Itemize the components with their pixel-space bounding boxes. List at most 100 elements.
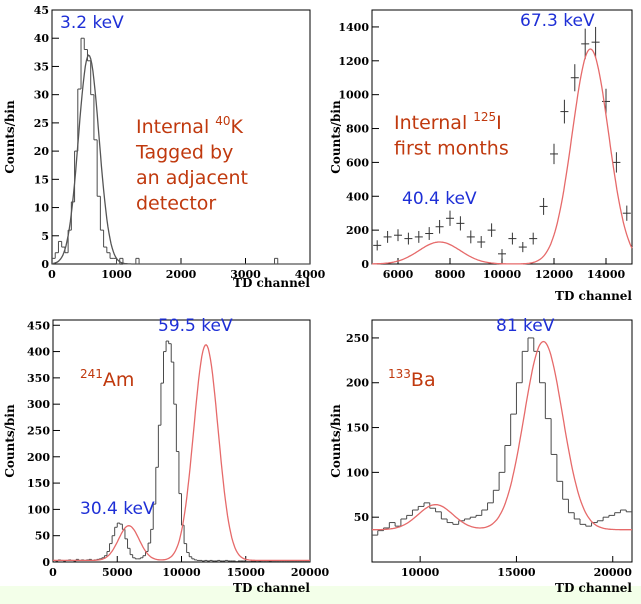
y-tick-label: 20 (34, 145, 50, 158)
isotope-annotation: 241Am (80, 367, 134, 391)
annotation-text: Internal (394, 112, 473, 134)
annotation-superscript: 40 (215, 114, 230, 128)
x-tick-label: 15000 (497, 566, 536, 579)
x-tick-label: 10000 (162, 566, 201, 579)
x-axis-label: TD channel (555, 289, 632, 303)
x-tick-label: 14000 (587, 268, 626, 281)
y-tick-label: 150 (346, 422, 369, 435)
y-tick-label: 400 (27, 346, 50, 359)
y-tick-label: 350 (27, 372, 50, 385)
annotation-text: I (496, 112, 502, 134)
x-tick-label: 0 (49, 566, 57, 579)
x-tick-label: 15000 (227, 566, 266, 579)
y-tick-label: 10 (34, 202, 50, 215)
fit-curve (51, 54, 310, 265)
x-tick-label: 0 (48, 268, 56, 281)
y-tick-label: 100 (346, 466, 369, 479)
fit-curve (53, 344, 310, 562)
y-tick-label: 250 (346, 332, 369, 345)
y-tick-label: 1200 (338, 55, 369, 68)
y-tick-label: 0 (42, 556, 50, 569)
isotope-annotation: first months (394, 138, 509, 160)
x-axis-label: TD channel (233, 581, 310, 595)
annotation-text: Ba (411, 369, 436, 391)
peak-energy-label: 3.2 keV (60, 13, 124, 33)
peak-energy-label: 67.3 keV (520, 11, 595, 31)
x-tick-label: 6000 (383, 268, 414, 281)
annotation-text: an adjacent (136, 167, 248, 189)
annotation-superscript: 241 (80, 367, 103, 381)
y-axis-label: Counts/bin (329, 100, 343, 174)
isotope-annotation: an adjacent (136, 167, 248, 189)
y-tick-label: 200 (346, 377, 369, 390)
annotation-text: K (231, 116, 244, 138)
bottom-band (0, 586, 641, 604)
peak-energy-label: 30.4 keV (80, 499, 155, 519)
annotation-text: detector (136, 193, 216, 215)
peak-energy-label: 59.5 keV (158, 316, 233, 336)
fit-curve (372, 340, 632, 531)
y-tick-label: 30 (34, 89, 50, 102)
y-tick-label: 50 (354, 511, 370, 524)
y-tick-label: 200 (346, 224, 369, 237)
plot-frame (371, 319, 633, 563)
y-tick-label: 1000 (338, 89, 369, 102)
y-axis-label: Counts/bin (3, 100, 17, 174)
y-tick-label: 40 (34, 32, 50, 45)
y-tick-label: 50 (35, 530, 51, 543)
annotation-text: Internal (136, 116, 215, 138)
y-tick-label: 25 (34, 117, 49, 130)
x-tick-label: 8000 (435, 268, 466, 281)
x-tick-label: 20000 (594, 566, 633, 579)
y-tick-label: 5 (41, 230, 49, 243)
y-tick-label: 200 (27, 451, 50, 464)
isotope-annotation: Tagged by (135, 142, 233, 164)
plot-frame (51, 9, 311, 265)
panel-3: 0 5000 10000 15000 20000 0 50 100 150 200 250 300 35… (3, 316, 329, 595)
annotation-text: first months (394, 138, 509, 160)
peak-energy-label: 40.4 keV (402, 189, 477, 209)
y-tick-label: 0 (361, 258, 369, 271)
y-tick-label: 15 (34, 173, 49, 186)
annotation-superscript: 133 (388, 367, 411, 381)
y-tick-label: 450 (27, 319, 50, 332)
y-axis-label: Counts/bin (329, 404, 343, 478)
y-tick-label: 100 (27, 503, 50, 516)
y-tick-label: 150 (27, 477, 50, 490)
annotation-superscript: 125 (473, 110, 496, 124)
panel-4: 10000 15000 20000 50 100 150 200 250 TD channel C… (329, 316, 633, 595)
x-tick-label: 3000 (230, 268, 261, 281)
isotope-annotation: Internal 40K (136, 114, 244, 138)
isotope-annotation: Internal 125I (394, 110, 502, 134)
annotation-text: Am (103, 369, 135, 391)
peak-energy-label: 81 keV (496, 316, 555, 336)
y-tick-label: 250 (27, 424, 50, 437)
y-tick-label: 800 (346, 123, 369, 136)
panel-1: 0 1000 2000 3000 4000 0 5 10 15 20 25 30 35 40 45 TD ch… (3, 4, 326, 290)
x-tick-label: 5000 (102, 566, 133, 579)
x-tick-label: 10000 (483, 268, 522, 281)
plot-frame (52, 319, 311, 563)
x-tick-label: 10000 (401, 566, 440, 579)
y-tick-label: 1400 (338, 21, 369, 34)
x-tick-label: 2000 (166, 268, 197, 281)
x-tick-label: 4000 (295, 268, 326, 281)
y-tick-label: 400 (346, 190, 369, 203)
y-tick-label: 0 (41, 258, 49, 271)
isotope-annotation: 133Ba (388, 367, 436, 391)
x-tick-label: 1000 (101, 268, 132, 281)
isotope-annotation: detector (136, 193, 216, 215)
panel-2: 6000 8000 10000 12000 14000 0 200 400 600 800 1000… (329, 9, 633, 303)
x-tick-label: 12000 (535, 268, 574, 281)
x-axis-label: TD channel (233, 276, 310, 290)
annotation-text: Tagged by (135, 142, 233, 164)
y-tick-label: 600 (346, 156, 369, 169)
y-axis-label: Counts/bin (3, 404, 17, 478)
fit-curve (372, 48, 633, 265)
x-tick-label: 20000 (291, 566, 330, 579)
y-tick-label: 45 (34, 4, 49, 17)
y-tick-label: 35 (34, 60, 49, 73)
x-axis-label: TD channel (555, 581, 632, 595)
